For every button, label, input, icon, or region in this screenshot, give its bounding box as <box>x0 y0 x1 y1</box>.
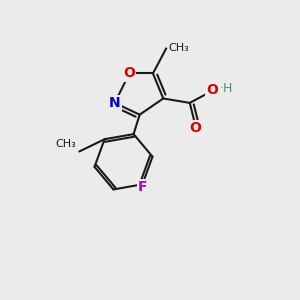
Text: ·H: ·H <box>220 82 233 95</box>
Text: N: N <box>109 96 121 110</box>
Text: CH₃: CH₃ <box>56 139 76 149</box>
Text: F: F <box>138 180 147 194</box>
Text: O: O <box>206 82 218 97</box>
Text: O: O <box>190 121 202 135</box>
Text: O: O <box>124 66 135 80</box>
Text: CH₃: CH₃ <box>169 43 189 53</box>
